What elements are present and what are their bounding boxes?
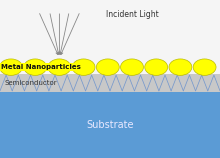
Circle shape — [121, 59, 143, 75]
Text: Metal Nanoparticles: Metal Nanoparticles — [1, 64, 81, 70]
Text: Substrate: Substrate — [86, 120, 134, 130]
Circle shape — [145, 59, 168, 75]
Circle shape — [72, 59, 95, 75]
Bar — [0, 74, 220, 92]
Bar — [0, 92, 220, 158]
Text: Semiconductor: Semiconductor — [4, 80, 57, 86]
Circle shape — [96, 59, 119, 75]
Circle shape — [0, 59, 22, 75]
Text: Incident Light: Incident Light — [106, 10, 158, 19]
Circle shape — [193, 59, 216, 75]
Circle shape — [48, 59, 71, 75]
Circle shape — [169, 59, 192, 75]
Circle shape — [24, 59, 47, 75]
